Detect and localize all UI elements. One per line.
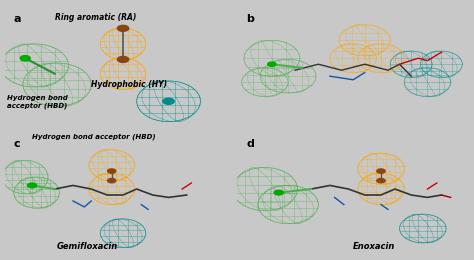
Circle shape xyxy=(108,169,116,173)
Text: Ring aromatic (RA): Ring aromatic (RA) xyxy=(55,13,136,22)
Text: Hydrogen bond acceptor (HBD): Hydrogen bond acceptor (HBD) xyxy=(32,134,155,140)
Text: Enoxacin: Enoxacin xyxy=(353,242,395,251)
Circle shape xyxy=(118,25,129,31)
Text: Gemifloxacin: Gemifloxacin xyxy=(57,242,118,251)
Text: c: c xyxy=(14,139,20,149)
Circle shape xyxy=(274,190,283,195)
Text: Hydrophobic (HY): Hydrophobic (HY) xyxy=(91,80,167,89)
Circle shape xyxy=(20,56,30,61)
Text: Hydrogen bond
acceptor (HBD): Hydrogen bond acceptor (HBD) xyxy=(7,95,68,109)
Circle shape xyxy=(377,169,385,173)
Text: a: a xyxy=(14,14,21,24)
Circle shape xyxy=(118,56,129,62)
Circle shape xyxy=(108,179,116,183)
Text: d: d xyxy=(246,139,254,149)
Circle shape xyxy=(163,98,174,104)
Circle shape xyxy=(27,183,36,188)
Circle shape xyxy=(268,62,276,66)
Circle shape xyxy=(377,179,385,183)
Text: b: b xyxy=(246,14,254,24)
